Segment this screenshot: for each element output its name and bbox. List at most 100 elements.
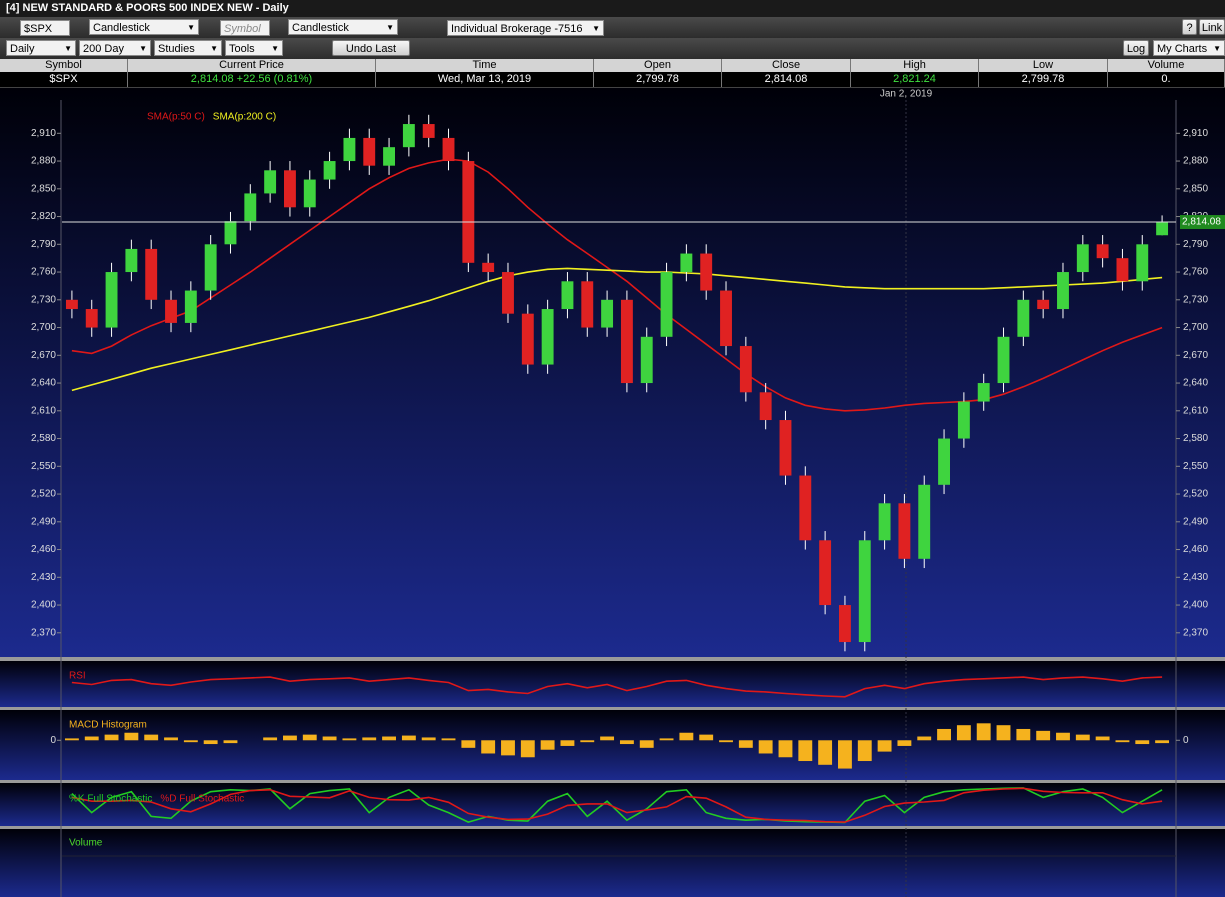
histogram-bar [580,740,595,743]
y-tick-label: 2,760 [31,267,56,278]
candle-body [759,392,772,421]
y-tick-label: 0 [50,735,56,746]
chart-type-dropdown[interactable]: Candlestick [89,19,199,36]
quote-column: Open [594,59,722,72]
macd-panel [0,710,1225,780]
y-tick-label: 2,400 [1183,600,1208,611]
y-tick-label: 2,550 [1183,461,1208,472]
help-button[interactable]: ? [1182,19,1197,35]
histogram-bar [203,740,218,745]
quote-header: Symbol Current Price Time Open Close High Low V… [0,59,1225,72]
range-dropdown[interactable]: 200 Day [79,40,151,57]
histogram-bar [1056,732,1070,741]
histogram-bar [699,734,714,741]
candle-body [184,290,197,323]
separator [0,657,1225,661]
separator [0,826,1225,829]
legend-entry: RSI [69,671,86,682]
histogram-bar [996,725,1011,741]
volume-panel [0,829,1225,897]
my-charts-dropdown[interactable]: My Charts [1153,40,1225,57]
quote-column: Current Price [128,59,376,72]
histogram-bar [540,740,555,750]
undo-button[interactable]: Undo Last [332,40,410,56]
histogram-bar [263,737,278,741]
price-tag [1180,215,1225,230]
indicator-line [71,267,1163,392]
candle-body [1017,299,1030,337]
chart-type2-dropdown[interactable]: Candlestick [288,19,398,36]
quote-values: $SPX 2,814.08 +22.56 (0.81%) Wed, Mar 13, … [0,72,1225,88]
histogram-bar [501,740,515,756]
quote-column: High [851,59,979,72]
period-dropdown[interactable]: Daily [6,40,76,57]
link-button[interactable]: Link [1199,19,1225,35]
candle-body [660,272,673,337]
histogram-bar [639,740,654,748]
candle-body [105,272,118,328]
histogram-bar [956,725,971,741]
symbol2-input[interactable]: Symbol 2 [220,20,270,51]
histogram-bar [461,740,476,748]
candle-body [700,253,713,291]
log-button[interactable]: Log [1123,40,1149,56]
candle-body [442,137,455,162]
symbol-input[interactable]: $SPX [20,20,70,36]
histogram-bar [144,734,159,741]
y-tick-label: 2,820 [31,211,56,222]
candle-body [85,309,98,328]
histogram-bar [719,740,733,743]
candle-body [204,244,217,291]
y-tick-label: 2,700 [31,322,56,333]
studies-dropdown[interactable]: Studies [154,40,222,57]
histogram-bar [124,732,139,741]
y-tick-label: 2,460 [1183,544,1208,555]
y-tick-label: 0 [1183,735,1189,746]
histogram-bar [441,738,456,741]
account-dropdown[interactable]: Individual Brokerage -7516 [447,20,604,37]
candle-body [581,281,594,328]
histogram-bar [104,734,119,741]
candle-body [343,137,356,162]
histogram-bar [659,738,674,741]
candle-body [1057,272,1069,310]
histogram-bar [738,740,753,748]
separator [0,780,1225,783]
histogram-bar [302,734,317,741]
quote-column: Symbol [0,59,128,72]
y-tick-label: 2,430 [1183,572,1208,583]
quote-value: 2,814.08 +22.56 (0.81%) [128,72,376,87]
toolbar: $SPX Candlestick Symbol 2 Candlestick In… [0,17,1225,51]
histogram-bar [84,736,99,741]
histogram-bar [481,740,496,754]
y-tick-label: 2,580 [1183,433,1208,444]
histogram-bar [164,737,178,741]
y-tick-label: 2,910 [1183,128,1208,139]
tools-dropdown[interactable]: Tools [225,40,283,57]
candle-body [521,313,534,365]
histogram-bar [778,740,793,758]
quote-column: Low [979,59,1108,72]
candle-body [640,336,653,384]
y-tick-label: 2,640 [1183,378,1208,389]
histogram-bar [798,740,813,762]
candle-body [1116,258,1129,282]
histogram-bar [64,738,79,741]
y-tick-label: 2,850 [1183,183,1208,194]
histogram-bar [1095,736,1110,741]
histogram-bar [1036,730,1051,741]
legend-entry: %D Full Stochastic [160,794,244,805]
candle-body [957,401,970,439]
window-title: [4] NEW STANDARD & POORS 500 INDEX NEW -… [6,2,289,14]
candle-body [839,605,851,643]
volume-label: Volume [69,838,103,849]
candle-body [284,170,296,208]
candle-body [601,299,614,328]
candle-body [224,221,237,245]
stochastic-panel [0,783,1225,826]
candle-body [779,420,792,476]
y-tick-label: 2,910 [31,128,56,139]
candle-body [1037,299,1050,310]
y-tick-label: 2,670 [31,350,56,361]
